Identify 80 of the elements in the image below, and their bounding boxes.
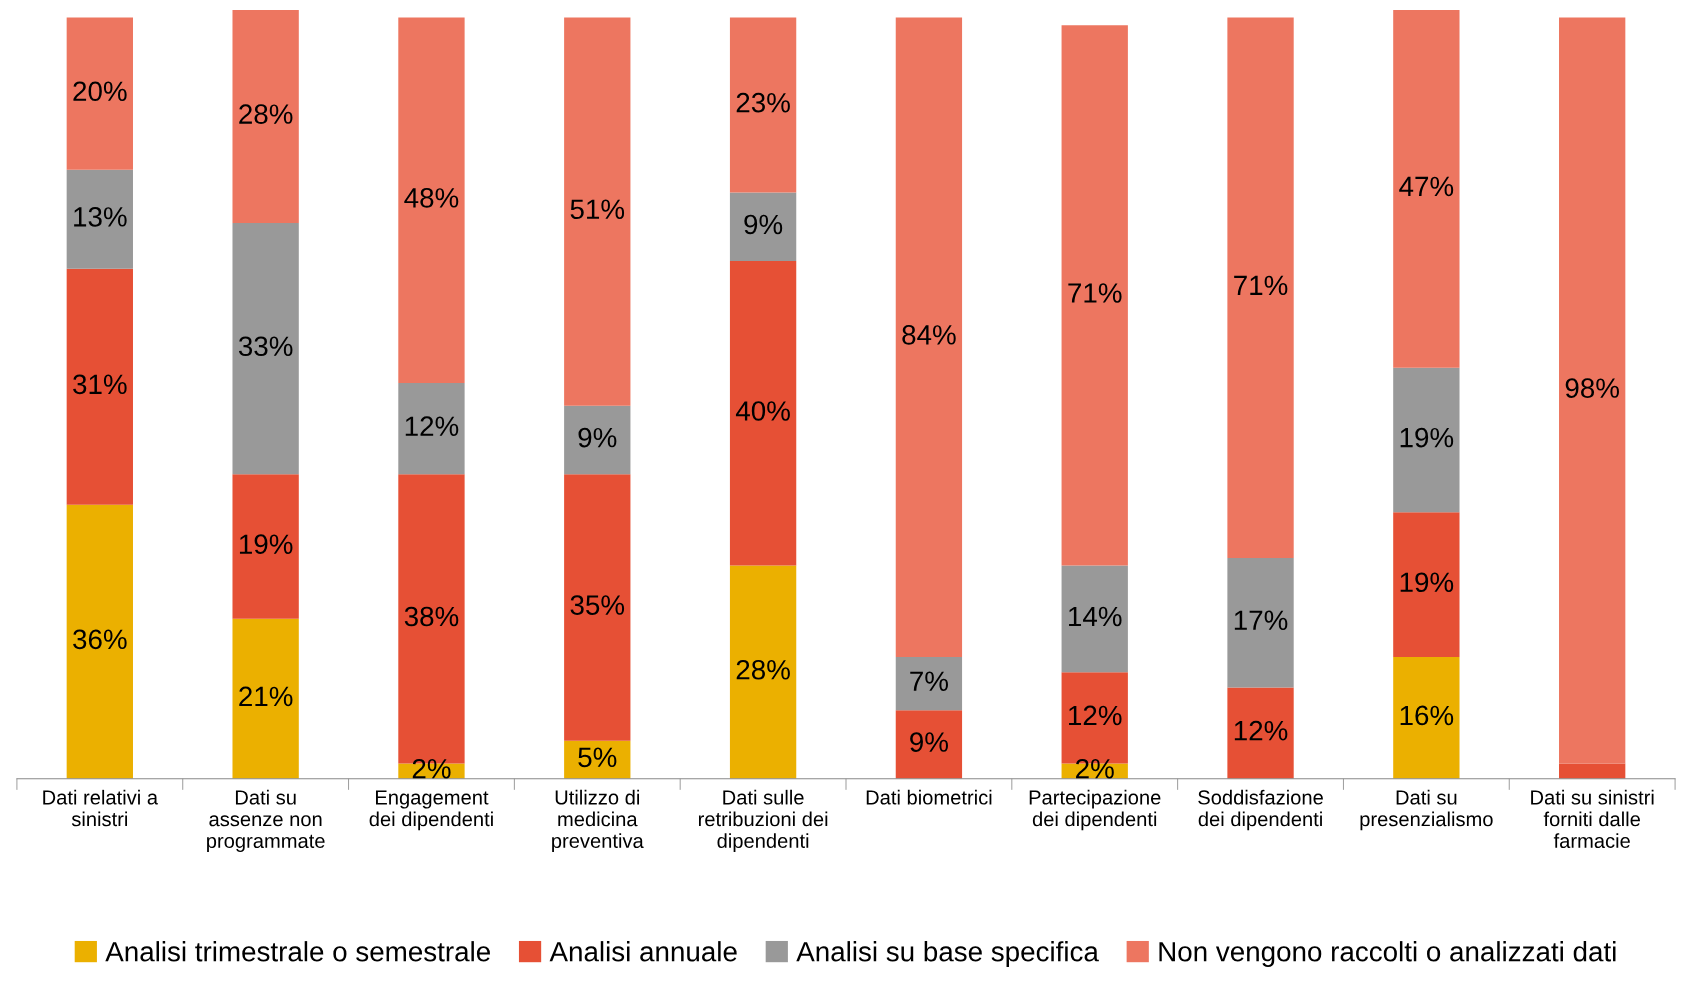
data-label: 48%	[404, 188, 459, 208]
legend-label: Analisi trimestrale o semestrale	[105, 941, 490, 962]
data-label: 2%	[412, 758, 451, 779]
legend-label: Analisi su base specifica	[796, 941, 1099, 967]
bar	[729, 17, 797, 193]
data-label: 84%	[902, 325, 956, 345]
bar	[232, 9, 299, 224]
data-label: 23%	[736, 92, 790, 113]
data-label: 12%	[405, 416, 459, 436]
data-label: 31%	[73, 374, 127, 395]
data-label: 5%	[578, 747, 617, 768]
bar	[895, 17, 963, 657]
data-label: 2%	[1076, 758, 1114, 779]
data-label: 12%	[1069, 705, 1122, 726]
data-label: 35%	[570, 595, 625, 615]
bar	[1393, 656, 1460, 779]
data-label: 12%	[1234, 720, 1288, 741]
x-tick-label: Dati sulle retribuzioni dei dipendenti	[698, 789, 828, 852]
data-label: 9%	[744, 214, 783, 235]
data-label: 17%	[1234, 610, 1288, 631]
x-tick-label: Utilizzo di medicina preventiva	[552, 789, 644, 852]
data-label: 19%	[1400, 572, 1454, 593]
data-label: 28%	[736, 659, 790, 680]
bar	[66, 504, 133, 779]
bar	[564, 17, 631, 406]
data-label: 19%	[239, 534, 293, 555]
x-tick-label: Dati su presenzialismo	[1360, 789, 1493, 831]
data-label: 16%	[1400, 705, 1454, 726]
data-label: 9%	[910, 732, 948, 752]
data-label: 9%	[578, 427, 617, 448]
x-tick-label: Engagement dei dipendenti	[369, 790, 493, 831]
bar	[729, 192, 797, 262]
bar	[1227, 17, 1294, 558]
bar	[398, 17, 465, 383]
bar	[1393, 367, 1460, 513]
bar	[1559, 17, 1626, 764]
x-tick-label: Dati biometrici	[866, 789, 992, 805]
bar	[1393, 9, 1460, 368]
x-tick-label: Partecipazione dei dipendenti	[1029, 789, 1161, 831]
data-label: 38%	[404, 606, 459, 627]
bar	[1227, 687, 1294, 779]
bar	[232, 474, 299, 619]
data-label: 36%	[73, 629, 127, 650]
data-label: 98%	[1565, 378, 1619, 398]
data-label: 7%	[910, 671, 948, 691]
data-label: 19%	[1400, 427, 1454, 448]
bar	[66, 169, 133, 269]
bar	[729, 261, 797, 566]
data-label: 21%	[239, 686, 293, 707]
data-label: 13%	[74, 207, 127, 227]
bar	[66, 17, 133, 170]
x-tick-label: Dati relativi a sinistri	[43, 789, 159, 827]
bar	[564, 405, 631, 475]
bar	[232, 223, 299, 475]
data-label: 47%	[1399, 176, 1454, 197]
bar	[895, 710, 963, 779]
x-tick-label: Soddisfazione dei dipendenti	[1198, 789, 1323, 831]
bar	[1393, 512, 1460, 657]
data-label: 14%	[1069, 606, 1122, 627]
bar	[1227, 557, 1294, 688]
data-label: 71%	[1068, 283, 1122, 303]
data-label: 28%	[239, 104, 293, 124]
bar	[895, 656, 963, 711]
bar	[1559, 763, 1626, 779]
bar	[232, 618, 299, 779]
data-label: 33%	[238, 336, 293, 357]
bar	[1061, 565, 1128, 673]
data-label: 20%	[73, 81, 127, 102]
legend-label: Analisi annuale	[549, 941, 737, 962]
data-label: 51%	[570, 199, 625, 220]
x-tick-label: Dati su sinistri forniti dalle farmacie	[1531, 789, 1654, 849]
data-label: 71%	[1234, 275, 1288, 296]
bar	[66, 268, 133, 505]
x-tick-label: Dati su assenze non programmate	[207, 789, 325, 852]
legend-label: Non vengono raccolti o analizzati dati	[1159, 941, 1616, 967]
bar	[729, 565, 797, 779]
bar	[398, 382, 465, 475]
bar	[1061, 25, 1128, 566]
data-label: 40%	[735, 401, 790, 421]
bar	[564, 474, 631, 741]
